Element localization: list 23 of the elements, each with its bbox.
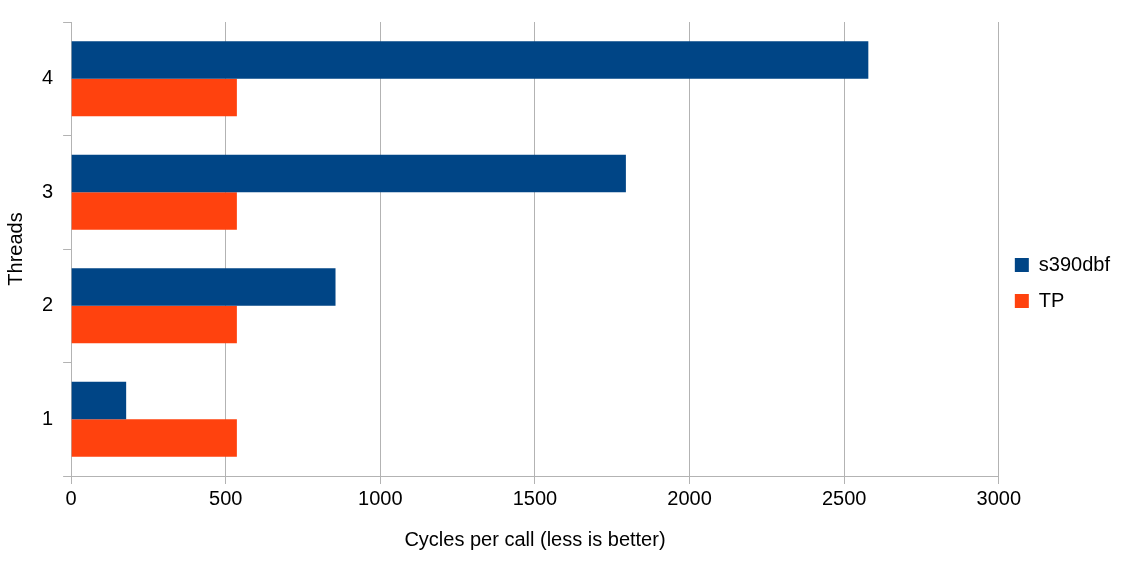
bar	[71, 419, 237, 457]
legend-label: TP	[1038, 288, 1065, 311]
y-tick-label: 4	[42, 66, 54, 89]
bar	[71, 381, 127, 420]
y-axis-title: Threads	[3, 212, 26, 286]
bar	[71, 78, 237, 117]
x-tick-label: 1500	[512, 486, 558, 509]
bar	[71, 41, 869, 79]
legend-label: s390dbf	[1038, 252, 1111, 275]
x-axis-title: Cycles per call (less is better)	[404, 527, 666, 550]
x-tick-label: 500	[209, 486, 243, 509]
y-tick-label: 2	[42, 293, 54, 316]
bar	[71, 192, 237, 230]
x-tick-label: 3000	[976, 486, 1022, 509]
x-tick-label: 2500	[821, 486, 867, 509]
x-tick-label: 2000	[667, 486, 712, 509]
x-tick-label: 0	[65, 486, 77, 509]
x-tick-label: 1000	[358, 486, 403, 509]
y-tick-label: 3	[42, 179, 54, 202]
y-tick-label: 1	[42, 406, 54, 429]
bar	[71, 305, 237, 344]
bar	[71, 268, 336, 306]
bar	[71, 154, 626, 193]
